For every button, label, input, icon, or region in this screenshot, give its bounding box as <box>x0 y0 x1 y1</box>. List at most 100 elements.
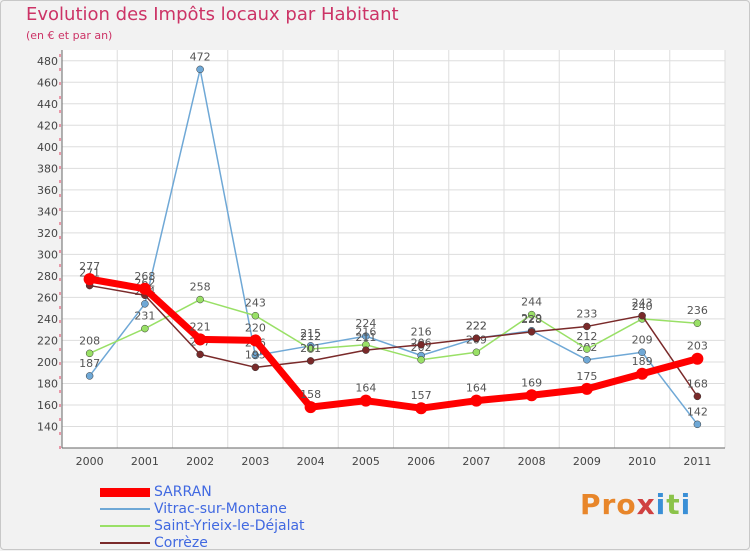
data-point <box>691 352 704 365</box>
data-point <box>196 350 204 359</box>
x-tick-label: 2009 <box>573 455 601 468</box>
x-tick-label: 2010 <box>628 455 656 468</box>
data-label: 142 <box>687 405 708 418</box>
data-point <box>85 372 94 380</box>
data-point <box>306 345 315 353</box>
y-tick-label: 380 <box>37 162 58 175</box>
data-label: 164 <box>355 382 376 395</box>
data-label: 208 <box>79 334 100 347</box>
y-tick-label: 180 <box>37 377 58 390</box>
data-label: 221 <box>190 320 211 333</box>
data-point <box>249 334 262 347</box>
data-label: 187 <box>79 357 100 370</box>
data-label: 158 <box>300 388 321 401</box>
y-tick-label: 240 <box>37 313 58 326</box>
legend-label: Corrèze <box>154 535 208 551</box>
legend-swatch <box>100 525 150 527</box>
data-point <box>362 346 370 354</box>
data-label: 212 <box>300 330 321 343</box>
data-label: 175 <box>576 370 597 383</box>
data-point <box>251 311 260 320</box>
legend-label: Vitrac-sur-Montane <box>154 501 287 517</box>
legend-item: Saint-Yrieix-le-Déjalat <box>100 518 400 534</box>
data-point <box>304 401 317 414</box>
data-point <box>417 340 425 349</box>
data-point <box>583 345 591 353</box>
data-label: 203 <box>687 340 708 353</box>
data-point <box>470 394 483 407</box>
data-point <box>196 295 204 304</box>
data-label: 211 <box>355 331 376 344</box>
data-point <box>580 382 593 395</box>
data-point <box>85 349 94 358</box>
x-tick-label: 2002 <box>186 455 214 468</box>
y-tick-label: 340 <box>37 205 58 218</box>
data-point <box>472 334 481 343</box>
legend-swatch <box>100 508 150 510</box>
data-point <box>693 392 702 401</box>
data-label: 243 <box>632 297 653 310</box>
legend-item: Corrèze <box>100 535 400 551</box>
y-tick-label: 200 <box>37 356 58 369</box>
data-point <box>636 367 649 380</box>
data-label: 224 <box>355 317 376 330</box>
data-point <box>583 356 591 364</box>
data-point <box>638 311 646 320</box>
series-line-saint-yrieix-le-d-jalat <box>88 298 699 361</box>
data-label: 220 <box>245 321 266 334</box>
data-label: 164 <box>466 382 487 395</box>
data-label: 222 <box>466 319 487 332</box>
data-label: 169 <box>521 376 542 389</box>
data-label: 243 <box>245 297 266 310</box>
data-point <box>527 328 536 336</box>
data-point <box>306 357 315 365</box>
data-label: 231 <box>134 310 155 323</box>
data-point <box>527 310 536 319</box>
data-point <box>362 332 370 340</box>
y-tick-label: 460 <box>37 76 58 89</box>
data-label: 215 <box>300 327 321 340</box>
chart-subtitle: (en € et par an) <box>26 29 113 42</box>
data-point <box>472 348 481 357</box>
data-label: 201 <box>300 342 321 355</box>
y-tick-label: 320 <box>37 227 58 240</box>
chart-title: Evolution des Impôts locaux par Habitant <box>26 4 399 25</box>
data-point <box>359 394 372 407</box>
data-label: 233 <box>576 307 597 320</box>
x-tick-label: 2003 <box>241 455 269 468</box>
y-tick-label: 480 <box>37 55 58 68</box>
legend-item: SARRAN <box>100 484 400 500</box>
y-tick-label: 260 <box>37 291 58 304</box>
data-label: 212 <box>576 330 597 343</box>
data-label: 472 <box>190 50 211 63</box>
data-point <box>693 420 702 429</box>
y-tick-label: 140 <box>37 420 58 433</box>
legend-swatch <box>100 542 150 544</box>
x-tick-label: 2004 <box>297 455 325 468</box>
line-chart: 140 160 180 200 220 240 260 280 300 320 340 360 380 4… <box>37 50 726 468</box>
series-line-sarran <box>86 275 701 412</box>
x-tick-label: 2011 <box>683 455 711 468</box>
legend-label: Saint-Yrieix-le-Déjalat <box>154 518 305 534</box>
x-tick-label: 2007 <box>462 455 490 468</box>
legend-label: SARRAN <box>154 484 212 500</box>
data-point <box>583 322 591 331</box>
data-label: 236 <box>687 304 708 317</box>
data-label: 216 <box>411 326 432 339</box>
data-point <box>251 351 260 360</box>
data-point <box>196 65 204 74</box>
data-label: 216 <box>355 326 376 339</box>
data-point <box>525 389 538 402</box>
data-label: 258 <box>190 281 211 294</box>
data-label: 268 <box>134 270 155 283</box>
data-label: 209 <box>632 333 653 346</box>
data-point <box>194 333 207 346</box>
data-point <box>417 356 425 364</box>
data-point <box>141 324 149 333</box>
y-tick-label: 220 <box>37 334 58 347</box>
data-label: 157 <box>411 389 432 402</box>
x-tick-label: 2000 <box>76 455 104 468</box>
data-label: 228 <box>521 313 542 326</box>
x-tick-label: 2005 <box>352 455 380 468</box>
y-tick-label: 160 <box>37 399 58 412</box>
